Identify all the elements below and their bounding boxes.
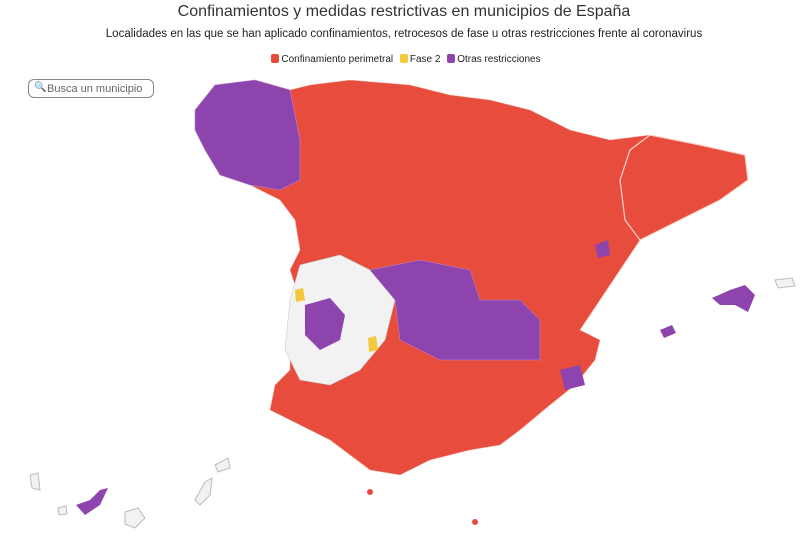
legend-label: Otras restricciones xyxy=(457,54,541,65)
region-cataluna[interactable] xyxy=(619,134,749,241)
legend-label: Confinamiento perimetral xyxy=(281,54,394,65)
search-input[interactable]: 🔍 Busca un municipio xyxy=(28,79,154,98)
region-baleares[interactable] xyxy=(712,285,755,312)
region-melilla[interactable] xyxy=(472,519,478,525)
patch-purple[interactable] xyxy=(595,240,610,258)
legend: Confinamiento perimetral Fase 2 Otras re… xyxy=(0,54,808,65)
patch-fase2[interactable] xyxy=(295,288,305,302)
region-extremadura-purple[interactable] xyxy=(305,298,345,350)
region-castilla-purple[interactable] xyxy=(369,259,541,361)
region-tenerife[interactable] xyxy=(76,488,108,515)
map-title: Confinamientos y medidas restrictivas en… xyxy=(177,3,631,20)
patch-purple[interactable] xyxy=(560,365,585,390)
region-ibiza[interactable] xyxy=(660,325,676,338)
region-canarias-grancanaria[interactable] xyxy=(124,507,146,529)
search-placeholder: Busca un municipio xyxy=(47,83,143,95)
legend-swatch-confinamiento xyxy=(271,54,280,63)
patch-fase2[interactable] xyxy=(368,336,378,352)
region-baleares-menorca[interactable] xyxy=(774,277,796,289)
legend-swatch-otras xyxy=(447,54,456,63)
legend-label: Fase 2 xyxy=(409,54,441,65)
search-icon: 🔍 xyxy=(34,82,47,93)
region-canarias-lanzarote[interactable] xyxy=(214,457,231,473)
region-galicia[interactable] xyxy=(194,79,301,191)
region-ceuta[interactable] xyxy=(367,489,373,495)
legend-swatch-fase2 xyxy=(399,54,408,63)
region-canarias-gomera[interactable] xyxy=(57,505,68,516)
map-subtitle: Localidades en las que se han aplicado c… xyxy=(105,28,703,40)
region-canarias-fuerteventura[interactable] xyxy=(194,477,213,506)
region-canarias-lapalma[interactable] xyxy=(29,472,41,491)
